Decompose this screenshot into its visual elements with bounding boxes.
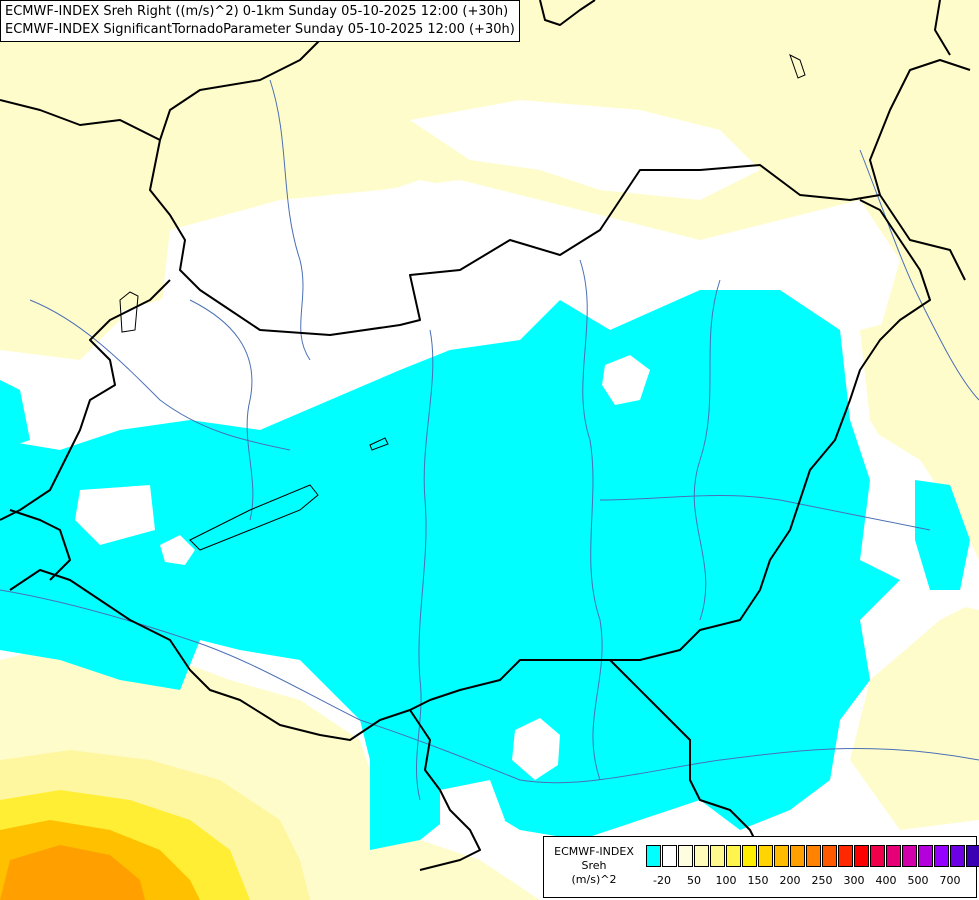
shade-pale-yellow-north — [0, 0, 979, 420]
title-line-2: ECMWF-INDEX SignificantTornadoParameter … — [5, 22, 515, 37]
legend-swatch — [726, 845, 741, 867]
legend-swatch — [902, 845, 917, 867]
legend-tick-label: -20 — [653, 874, 671, 887]
legend-swatch — [710, 845, 725, 867]
lake-small-1 — [369, 437, 389, 451]
legend-swatch — [758, 845, 773, 867]
title-line-1: ECMWF-INDEX Sreh Right ((m/s)^2) 0-1km S… — [5, 4, 509, 19]
legend-tick-label: 500 — [907, 874, 929, 887]
shade-white-center — [20, 180, 900, 450]
legend-swatch — [774, 845, 789, 867]
legend-tick-label: 50 — [687, 874, 701, 887]
country-borders — [0, 0, 971, 871]
legend-tick-labels: -20 50 100 150 200 250 300 400 500 700 — [646, 874, 976, 890]
shade-cyan-west — [0, 380, 30, 450]
legend-title-line-2: Sreh — [581, 859, 607, 872]
legend-swatch — [662, 845, 677, 867]
lake-small-2 — [789, 54, 806, 79]
legend-swatch — [886, 845, 901, 867]
lake-balaton — [189, 484, 319, 551]
legend-swatch — [966, 845, 979, 867]
legend-tick-label: 150 — [747, 874, 769, 887]
legend-swatch — [678, 845, 693, 867]
legend: ECMWF-INDEX Sreh (m/s)^2 -20 50 100 150 200 2… — [543, 836, 979, 898]
legend-swatch — [918, 845, 933, 867]
shade-pale-yellow-east — [850, 300, 979, 830]
shade-dark-orange-south — [0, 845, 145, 900]
legend-swatch — [838, 845, 853, 867]
shade-white-hole-3 — [160, 535, 195, 565]
legend-tick-label: 100 — [715, 874, 737, 887]
legend-title: ECMWF-INDEX Sreh (m/s)^2 — [546, 845, 642, 887]
shade-white-north — [410, 100, 760, 200]
legend-swatch — [822, 845, 837, 867]
legend-swatch — [950, 845, 965, 867]
legend-tick-label: 250 — [811, 874, 833, 887]
legend-swatch — [806, 845, 821, 867]
shade-cyan-east — [915, 480, 970, 590]
legend-swatch — [854, 845, 869, 867]
legend-tick-label: 200 — [779, 874, 801, 887]
shade-white-hole-2 — [512, 718, 560, 780]
legend-swatch — [934, 845, 949, 867]
map-title-box: ECMWF-INDEX Sreh Right ((m/s)^2) 0-1km S… — [0, 0, 520, 42]
shade-cyan-main — [0, 290, 900, 850]
shade-pale-yellow-west — [0, 160, 130, 360]
legend-tick-label: 300 — [843, 874, 865, 887]
legend-swatch — [646, 845, 661, 867]
rivers — [0, 79, 979, 801]
legend-tick-label: 700 — [939, 874, 961, 887]
legend-swatch — [870, 845, 885, 867]
shade-white-hole-5 — [440, 780, 505, 845]
shade-white-hole-4 — [75, 485, 155, 545]
legend-swatch — [694, 845, 709, 867]
lake-small-3 — [119, 291, 139, 333]
legend-color-bar — [646, 845, 979, 867]
shade-white-hole-1 — [602, 355, 650, 405]
legend-swatch — [790, 845, 805, 867]
legend-title-line-3: (m/s)^2 — [571, 873, 617, 886]
legend-tick-label: 400 — [875, 874, 897, 887]
legend-swatch — [742, 845, 757, 867]
legend-title-line-1: ECMWF-INDEX — [554, 845, 634, 858]
